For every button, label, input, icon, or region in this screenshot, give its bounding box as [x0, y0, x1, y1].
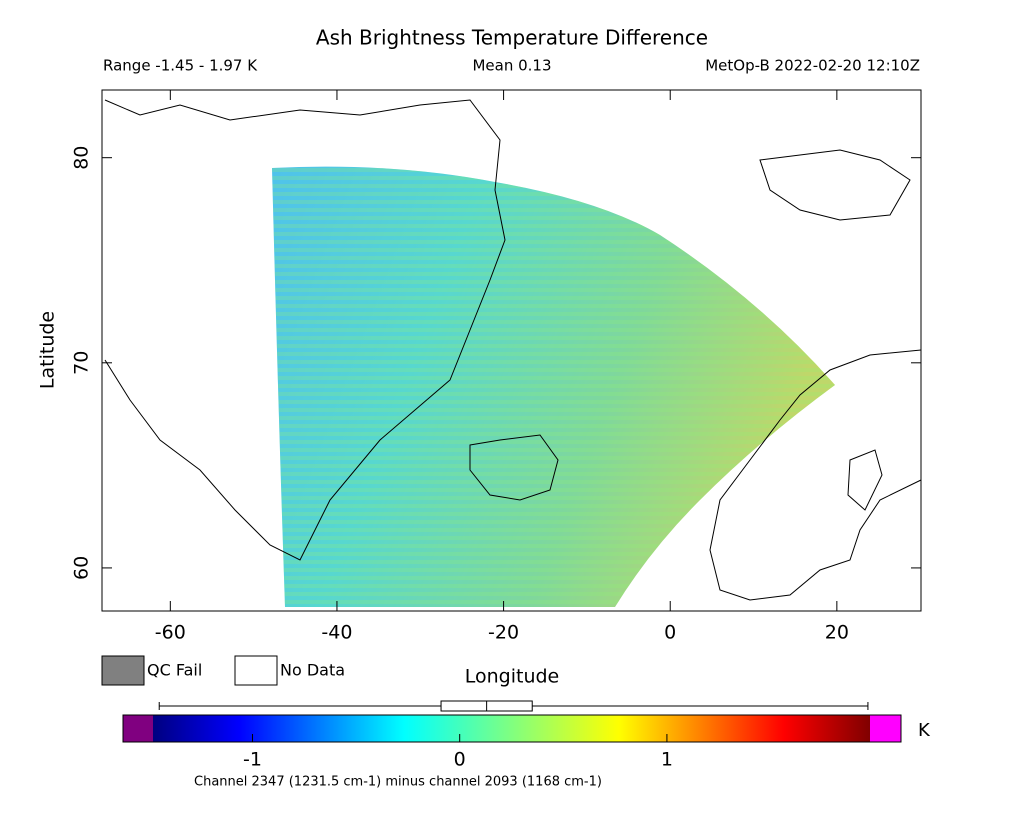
x-tick-label: 0 [664, 622, 676, 644]
colorbar-tick-label: 1 [661, 749, 673, 771]
y-tick-label: 70 [71, 351, 93, 375]
mean-text: Mean 0.13 [472, 57, 551, 75]
x-tick-label: -60 [155, 622, 186, 644]
x-tick-label: 20 [825, 622, 849, 644]
x-tick-label: -40 [321, 622, 352, 644]
legend-label: QC Fail [147, 661, 202, 680]
x-tick-label: -20 [488, 622, 519, 644]
legend-label: No Data [280, 661, 345, 680]
legend-swatch [101, 655, 145, 686]
y-tick-label: 60 [71, 556, 93, 580]
y-axis-label: Latitude [37, 311, 59, 389]
colorbar-under [123, 715, 153, 742]
colorbar-over [870, 715, 901, 742]
y-tick-label: 80 [71, 146, 93, 170]
legend-swatch [234, 655, 278, 686]
plot-frame [101, 89, 922, 612]
colorbar-caption: Channel 2347 (1231.5 cm-1) minus channel… [194, 775, 602, 790]
coastlines [104, 99, 922, 601]
range-text: Range -1.45 - 1.97 K [103, 57, 258, 75]
colorbar [153, 715, 870, 742]
colorbar-tick-label: -1 [243, 749, 262, 771]
chart-title: Ash Brightness Temperature Difference [316, 26, 708, 50]
source-text: MetOp-B 2022-02-20 12:10Z [705, 57, 920, 75]
swath [272, 166, 835, 607]
colorbar-tick-label: 0 [454, 749, 466, 771]
x-axis-label: Longitude [465, 666, 560, 688]
colorbar-frame [122, 714, 902, 743]
colorbar-unit: K [918, 720, 931, 741]
